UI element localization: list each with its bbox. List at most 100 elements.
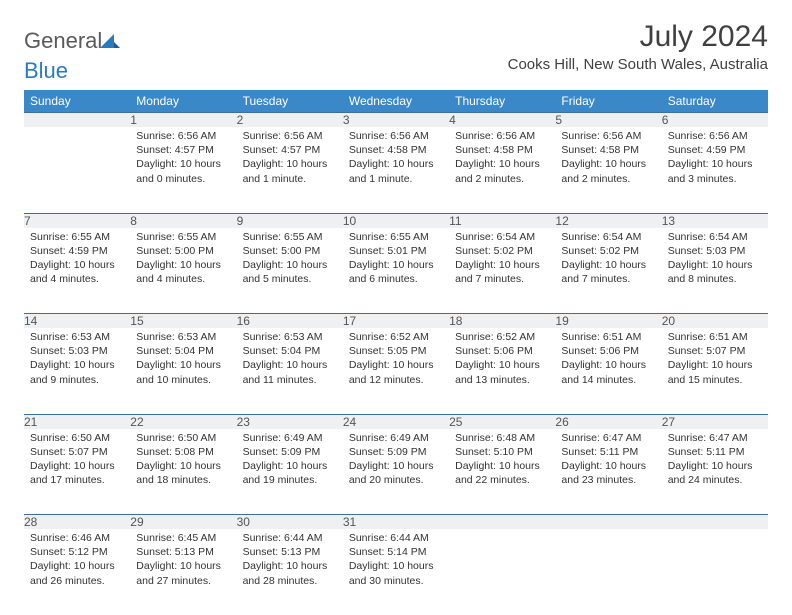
sunset-text: Sunset: 4:57 PM [243,143,337,157]
day-details: Sunrise: 6:51 AMSunset: 5:06 PMDaylight:… [555,328,661,391]
daylight-text: Daylight: 10 hours and 2 minutes. [455,157,549,185]
logo-word2: Blue [24,58,68,83]
day-cell: Sunrise: 6:53 AMSunset: 5:04 PMDaylight:… [130,328,236,414]
sunrise-text: Sunrise: 6:49 AM [243,431,337,445]
logo-word1: General [24,28,102,53]
sunrise-text: Sunrise: 6:44 AM [349,531,443,545]
day-number: 29 [130,515,236,530]
day-number: 26 [555,414,661,429]
day-cell: Sunrise: 6:56 AMSunset: 4:58 PMDaylight:… [343,127,449,213]
sunrise-text: Sunrise: 6:50 AM [30,431,124,445]
day-number: 21 [24,414,130,429]
daylight-text: Daylight: 10 hours and 10 minutes. [136,358,230,386]
day-details: Sunrise: 6:56 AMSunset: 4:57 PMDaylight:… [130,127,236,190]
day-number: 16 [237,314,343,329]
daynum-row: 14151617181920 [24,314,768,329]
daylight-text: Daylight: 10 hours and 23 minutes. [561,459,655,487]
day-details: Sunrise: 6:49 AMSunset: 5:09 PMDaylight:… [237,429,343,492]
daylight-text: Daylight: 10 hours and 14 minutes. [561,358,655,386]
day-details: Sunrise: 6:53 AMSunset: 5:03 PMDaylight:… [24,328,130,391]
empty-cell [555,529,661,615]
sunset-text: Sunset: 5:07 PM [668,344,762,358]
sunset-text: Sunset: 5:00 PM [136,244,230,258]
sunrise-text: Sunrise: 6:55 AM [349,230,443,244]
empty-cell [449,529,555,615]
day-cell: Sunrise: 6:54 AMSunset: 5:02 PMDaylight:… [555,228,661,314]
day-number: 19 [555,314,661,329]
sunset-text: Sunset: 5:04 PM [243,344,337,358]
day-number: 4 [449,113,555,128]
sunrise-text: Sunrise: 6:56 AM [136,129,230,143]
sunrise-text: Sunrise: 6:56 AM [455,129,549,143]
daylight-text: Daylight: 10 hours and 8 minutes. [668,258,762,286]
day-details: Sunrise: 6:44 AMSunset: 5:14 PMDaylight:… [343,529,449,592]
empty-daynum [24,113,130,128]
day-number: 3 [343,113,449,128]
day-details: Sunrise: 6:56 AMSunset: 4:58 PMDaylight:… [555,127,661,190]
sunset-text: Sunset: 5:11 PM [561,445,655,459]
weekday-header: Wednesday [343,90,449,113]
sunset-text: Sunset: 5:02 PM [455,244,549,258]
day-number: 28 [24,515,130,530]
sail-icon [100,28,120,54]
sunset-text: Sunset: 5:02 PM [561,244,655,258]
sunrise-text: Sunrise: 6:45 AM [136,531,230,545]
sunset-text: Sunset: 4:58 PM [455,143,549,157]
sunset-text: Sunset: 5:11 PM [668,445,762,459]
day-number: 23 [237,414,343,429]
sunset-text: Sunset: 5:13 PM [136,545,230,559]
sunrise-text: Sunrise: 6:51 AM [561,330,655,344]
weekday-header: Saturday [662,90,768,113]
sunrise-text: Sunrise: 6:53 AM [243,330,337,344]
day-number: 31 [343,515,449,530]
daylight-text: Daylight: 10 hours and 2 minutes. [561,157,655,185]
day-cell: Sunrise: 6:52 AMSunset: 5:06 PMDaylight:… [449,328,555,414]
day-cell: Sunrise: 6:51 AMSunset: 5:07 PMDaylight:… [662,328,768,414]
title-block: July 2024 Cooks Hill, New South Wales, A… [508,20,768,73]
calendar-page: General Blue July 2024 Cooks Hill, New So… [0,0,792,615]
sunrise-text: Sunrise: 6:47 AM [561,431,655,445]
day-cell: Sunrise: 6:53 AMSunset: 5:04 PMDaylight:… [237,328,343,414]
sunset-text: Sunset: 5:03 PM [30,344,124,358]
day-number: 1 [130,113,236,128]
empty-cell [24,127,130,213]
sunset-text: Sunset: 5:10 PM [455,445,549,459]
day-details: Sunrise: 6:55 AMSunset: 5:00 PMDaylight:… [130,228,236,291]
sunrise-text: Sunrise: 6:44 AM [243,531,337,545]
sunrise-text: Sunrise: 6:56 AM [561,129,655,143]
day-cell: Sunrise: 6:47 AMSunset: 5:11 PMDaylight:… [662,429,768,515]
day-number: 7 [24,213,130,228]
sunrise-text: Sunrise: 6:56 AM [349,129,443,143]
daylight-text: Daylight: 10 hours and 7 minutes. [455,258,549,286]
day-details: Sunrise: 6:56 AMSunset: 4:58 PMDaylight:… [449,127,555,190]
daylight-text: Daylight: 10 hours and 1 minute. [349,157,443,185]
day-details: Sunrise: 6:52 AMSunset: 5:06 PMDaylight:… [449,328,555,391]
sunrise-text: Sunrise: 6:53 AM [30,330,124,344]
logo: General Blue [24,20,120,84]
day-details: Sunrise: 6:52 AMSunset: 5:05 PMDaylight:… [343,328,449,391]
day-number: 6 [662,113,768,128]
day-details: Sunrise: 6:55 AMSunset: 5:01 PMDaylight:… [343,228,449,291]
sunrise-text: Sunrise: 6:55 AM [30,230,124,244]
sunset-text: Sunset: 5:09 PM [349,445,443,459]
day-number: 5 [555,113,661,128]
sunset-text: Sunset: 4:59 PM [30,244,124,258]
week-row: Sunrise: 6:50 AMSunset: 5:07 PMDaylight:… [24,429,768,515]
day-number: 8 [130,213,236,228]
day-cell: Sunrise: 6:54 AMSunset: 5:03 PMDaylight:… [662,228,768,314]
day-cell: Sunrise: 6:56 AMSunset: 4:59 PMDaylight:… [662,127,768,213]
day-cell: Sunrise: 6:53 AMSunset: 5:03 PMDaylight:… [24,328,130,414]
day-cell: Sunrise: 6:56 AMSunset: 4:58 PMDaylight:… [449,127,555,213]
empty-daynum [662,515,768,530]
daylight-text: Daylight: 10 hours and 1 minute. [243,157,337,185]
week-row: Sunrise: 6:53 AMSunset: 5:03 PMDaylight:… [24,328,768,414]
day-number: 15 [130,314,236,329]
day-number: 25 [449,414,555,429]
day-cell: Sunrise: 6:51 AMSunset: 5:06 PMDaylight:… [555,328,661,414]
daylight-text: Daylight: 10 hours and 12 minutes. [349,358,443,386]
month-title: July 2024 [508,20,768,54]
sunset-text: Sunset: 5:06 PM [561,344,655,358]
sunset-text: Sunset: 5:14 PM [349,545,443,559]
day-cell: Sunrise: 6:55 AMSunset: 5:00 PMDaylight:… [130,228,236,314]
day-cell: Sunrise: 6:44 AMSunset: 5:14 PMDaylight:… [343,529,449,615]
